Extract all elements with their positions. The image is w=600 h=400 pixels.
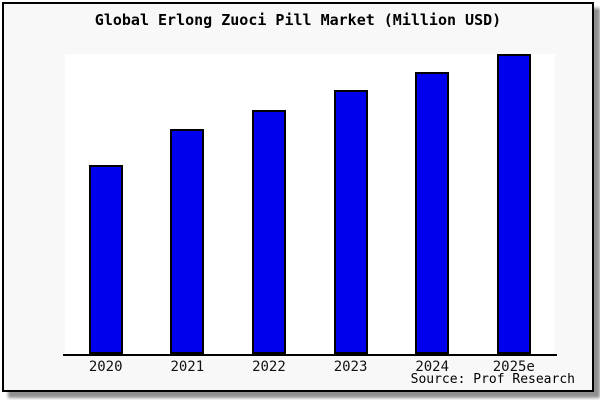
- x-axis-line: [63, 354, 557, 356]
- x-tick-label-2023: 2023: [333, 359, 368, 375]
- bar-2020: [88, 165, 123, 354]
- bar-2023: [333, 90, 368, 354]
- x-tick-label-2021: 2021: [170, 359, 205, 375]
- x-tick-label-2022: 2022: [252, 359, 286, 375]
- x-tick-label-2024: 2024: [415, 359, 450, 375]
- bar-2025e: [496, 54, 531, 354]
- x-tick-label-2020: 2020: [88, 359, 123, 375]
- x-tick-label-2025e: 2025e: [492, 359, 535, 375]
- bar-2024: [415, 72, 450, 354]
- source-label: Source: Prof Research: [410, 372, 575, 387]
- chart-title: Global Erlong Zuoci Pill Market (Million…: [94, 11, 502, 29]
- chart-frame: Global Erlong Zuoci Pill Market (Million…: [2, 2, 594, 392]
- bar-2022: [251, 110, 286, 354]
- plot-area: 2020 2021 2022 2023 2024 2025e: [63, 54, 557, 375]
- bar-2021: [170, 129, 205, 354]
